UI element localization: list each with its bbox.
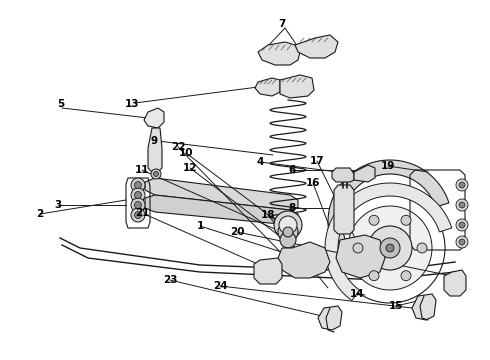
- Text: 3: 3: [54, 200, 62, 210]
- Circle shape: [456, 199, 468, 211]
- Circle shape: [131, 178, 145, 192]
- Text: 16: 16: [306, 178, 320, 188]
- Text: 14: 14: [350, 289, 364, 299]
- Circle shape: [401, 271, 411, 281]
- Polygon shape: [318, 306, 342, 330]
- Polygon shape: [280, 75, 314, 98]
- Circle shape: [459, 239, 465, 245]
- Circle shape: [134, 202, 142, 208]
- Text: 13: 13: [125, 99, 139, 109]
- Text: 5: 5: [57, 99, 65, 109]
- Polygon shape: [145, 178, 298, 210]
- Circle shape: [353, 243, 363, 253]
- Polygon shape: [334, 185, 354, 234]
- Circle shape: [131, 208, 145, 222]
- Polygon shape: [325, 183, 452, 301]
- Polygon shape: [255, 78, 280, 96]
- Text: 7: 7: [278, 19, 286, 29]
- Circle shape: [131, 188, 145, 202]
- Circle shape: [274, 211, 302, 239]
- Text: 20: 20: [230, 227, 244, 237]
- Circle shape: [131, 198, 145, 212]
- Circle shape: [456, 219, 468, 231]
- Text: 12: 12: [183, 163, 197, 173]
- Text: 23: 23: [163, 275, 177, 285]
- Polygon shape: [336, 235, 385, 278]
- Text: 8: 8: [289, 203, 295, 213]
- Circle shape: [386, 244, 394, 252]
- Text: 21: 21: [135, 208, 149, 218]
- Circle shape: [417, 243, 427, 253]
- Circle shape: [369, 215, 379, 225]
- Polygon shape: [332, 168, 354, 182]
- Circle shape: [280, 232, 296, 248]
- Circle shape: [459, 202, 465, 208]
- Circle shape: [134, 181, 142, 189]
- Circle shape: [401, 215, 411, 225]
- Polygon shape: [295, 35, 338, 58]
- Polygon shape: [328, 160, 449, 283]
- Circle shape: [459, 182, 465, 188]
- Circle shape: [369, 271, 379, 281]
- Circle shape: [456, 179, 468, 191]
- Text: 2: 2: [36, 209, 44, 219]
- Circle shape: [380, 238, 400, 258]
- Text: 17: 17: [310, 156, 324, 166]
- Circle shape: [283, 227, 293, 237]
- Text: 24: 24: [213, 281, 227, 291]
- Circle shape: [134, 192, 142, 198]
- Polygon shape: [145, 195, 298, 225]
- Polygon shape: [278, 242, 330, 278]
- Polygon shape: [444, 270, 466, 296]
- Circle shape: [151, 169, 161, 179]
- Circle shape: [153, 171, 158, 176]
- Circle shape: [279, 216, 297, 234]
- Circle shape: [278, 222, 298, 242]
- Polygon shape: [254, 258, 282, 284]
- Text: 4: 4: [256, 157, 264, 167]
- Polygon shape: [258, 42, 300, 65]
- Circle shape: [134, 212, 142, 219]
- Text: 6: 6: [289, 165, 295, 175]
- Text: 15: 15: [389, 301, 403, 311]
- Text: 11: 11: [135, 165, 149, 175]
- Circle shape: [456, 236, 468, 248]
- Circle shape: [459, 222, 465, 228]
- Text: 10: 10: [179, 148, 193, 158]
- Polygon shape: [354, 165, 375, 182]
- Circle shape: [348, 206, 432, 290]
- Polygon shape: [148, 128, 162, 172]
- Text: 18: 18: [261, 210, 275, 220]
- Circle shape: [368, 226, 412, 270]
- Text: 22: 22: [171, 142, 185, 152]
- Polygon shape: [412, 294, 436, 320]
- Text: 1: 1: [196, 221, 204, 231]
- Text: 9: 9: [150, 136, 158, 146]
- Polygon shape: [144, 108, 164, 128]
- Text: 19: 19: [381, 161, 395, 171]
